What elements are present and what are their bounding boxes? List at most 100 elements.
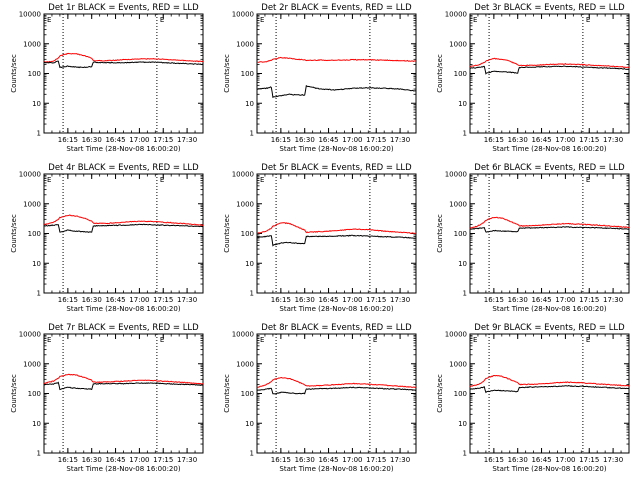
chart-title: Det 8r BLACK = Events, RED = LLD [261,323,412,333]
corner-mark: E [260,16,264,24]
y-axis-label: Counts/sec [223,374,231,413]
x-tick-label: 17:30 [603,136,623,144]
x-tick-label: 16:15 [484,296,504,304]
y-tick-label: 1 [37,450,41,458]
y-tick-label: 1000 [236,360,254,368]
x-tick-label: 17:30 [177,456,197,464]
plot-frame [469,333,630,454]
y-tick-label: 10000 [19,331,41,339]
x-axis-label: Start Time (28-Nov-08 16:00:20) [66,145,180,153]
corner-mark: E [586,336,590,344]
corner-mark: E [260,336,264,344]
chart-title: Det 3r BLACK = Events, RED = LLD [474,3,625,13]
x-tick-label: 16:30 [295,456,315,464]
x-tick-label: 17:15 [153,456,173,464]
x-tick-label: 16:45 [105,456,125,464]
y-tick-label: 100 [454,230,467,238]
x-axis-label: Start Time (28-Nov-08 16:00:20) [66,465,180,473]
y-tick-label: 1 [37,130,41,138]
x-tick-label: 17:15 [366,136,386,144]
x-axis-label: Start Time (28-Nov-08 16:00:20) [492,145,606,153]
corner-mark: E [473,176,477,184]
plot-frame [469,173,630,294]
series-events-line [469,385,630,394]
x-tick-label: 16:15 [58,296,78,304]
corner-mark: E [586,16,590,24]
chart-panel: Det 8r BLACK = Events, RED = LLD 1 10 100 10… [223,323,417,473]
series-events-line [43,60,203,69]
x-tick-label: 16:30 [82,456,102,464]
series-events-line [469,65,630,75]
plot-frame [43,173,204,294]
y-axis-label: Counts/sec [436,374,444,413]
x-axis-label: Start Time (28-Nov-08 16:00:20) [279,145,393,153]
series-lld-line [469,57,630,68]
x-tick-label: 16:30 [295,136,315,144]
x-tick-label: 17:15 [579,296,599,304]
corner-mark: E [47,16,51,24]
x-tick-label: 16:15 [58,136,78,144]
chart-panel: Det 4r BLACK = Events, RED = LLD 1 10 100 10… [10,163,204,313]
chart-title: Det 7r BLACK = Events, RED = LLD [48,323,199,333]
x-tick-label: 17:00 [555,296,575,304]
chart-panel: Det 1r BLACK = Events, RED = LLD 1 10 100 10… [10,3,204,153]
x-tick-label: 17:30 [390,136,410,144]
x-axis-label: Start Time (28-Nov-08 16:00:20) [492,465,606,473]
y-axis-label: Counts/sec [436,214,444,253]
x-axis-label: Start Time (28-Nov-08 16:00:20) [279,305,393,313]
y-tick-label: 1 [250,290,254,298]
x-tick-label: 16:45 [105,136,125,144]
y-tick-label: 1000 [23,360,41,368]
y-tick-label: 10 [458,420,467,428]
x-tick-label: 16:30 [82,136,102,144]
y-tick-label: 1 [37,290,41,298]
x-tick-label: 17:15 [579,136,599,144]
series-events-line [469,226,630,233]
y-tick-label: 1 [463,450,467,458]
corner-mark: E [473,16,477,24]
y-tick-label: 100 [454,390,467,398]
x-tick-label: 17:30 [177,136,197,144]
x-axis-label: Start Time (28-Nov-08 16:00:20) [492,305,606,313]
x-tick-label: 17:00 [342,296,362,304]
x-axis-label: Start Time (28-Nov-08 16:00:20) [66,305,180,313]
y-tick-label: 100 [28,390,41,398]
x-axis-label: Start Time (28-Nov-08 16:00:20) [279,465,393,473]
x-tick-label: 17:30 [603,456,623,464]
corner-mark: E [160,176,164,184]
y-tick-label: 10 [32,420,41,428]
x-tick-label: 16:45 [531,456,551,464]
plot-frame [256,13,417,134]
corner-mark: E [473,336,477,344]
x-tick-label: 17:30 [390,456,410,464]
x-tick-label: 16:30 [508,296,528,304]
corner-mark: E [160,336,164,344]
x-tick-label: 17:00 [342,136,362,144]
chart-panel: Det 5r BLACK = Events, RED = LLD 1 10 100 10… [223,163,417,313]
series-events-line [257,234,416,247]
corner-mark: E [260,176,264,184]
series-lld-line [43,373,204,385]
y-tick-label: 10000 [232,11,254,19]
x-tick-label: 17:00 [555,136,575,144]
chart-title: Det 6r BLACK = Events, RED = LLD [474,163,625,173]
y-tick-label: 1000 [23,40,41,48]
y-axis-label: Counts/sec [223,214,231,253]
x-tick-label: 16:15 [58,456,78,464]
x-tick-label: 16:45 [318,456,338,464]
plot-frame [43,333,204,454]
x-tick-label: 17:00 [342,456,362,464]
x-tick-label: 16:30 [82,296,102,304]
chart-panel: Det 7r BLACK = Events, RED = LLD 1 10 100 10… [10,323,204,473]
y-tick-label: 10 [32,260,41,268]
y-tick-label: 10000 [445,171,467,179]
chart-panel: Det 6r BLACK = Events, RED = LLD 1 10 100 10… [436,163,630,313]
chart-panel: Det 3r BLACK = Events, RED = LLD 1 10 100 10… [436,3,630,153]
y-tick-label: 100 [241,230,254,238]
corner-mark: E [373,176,377,184]
x-tick-label: 17:30 [177,296,197,304]
x-tick-label: 17:00 [129,456,149,464]
series-events-line [43,223,204,233]
x-tick-label: 17:15 [579,456,599,464]
